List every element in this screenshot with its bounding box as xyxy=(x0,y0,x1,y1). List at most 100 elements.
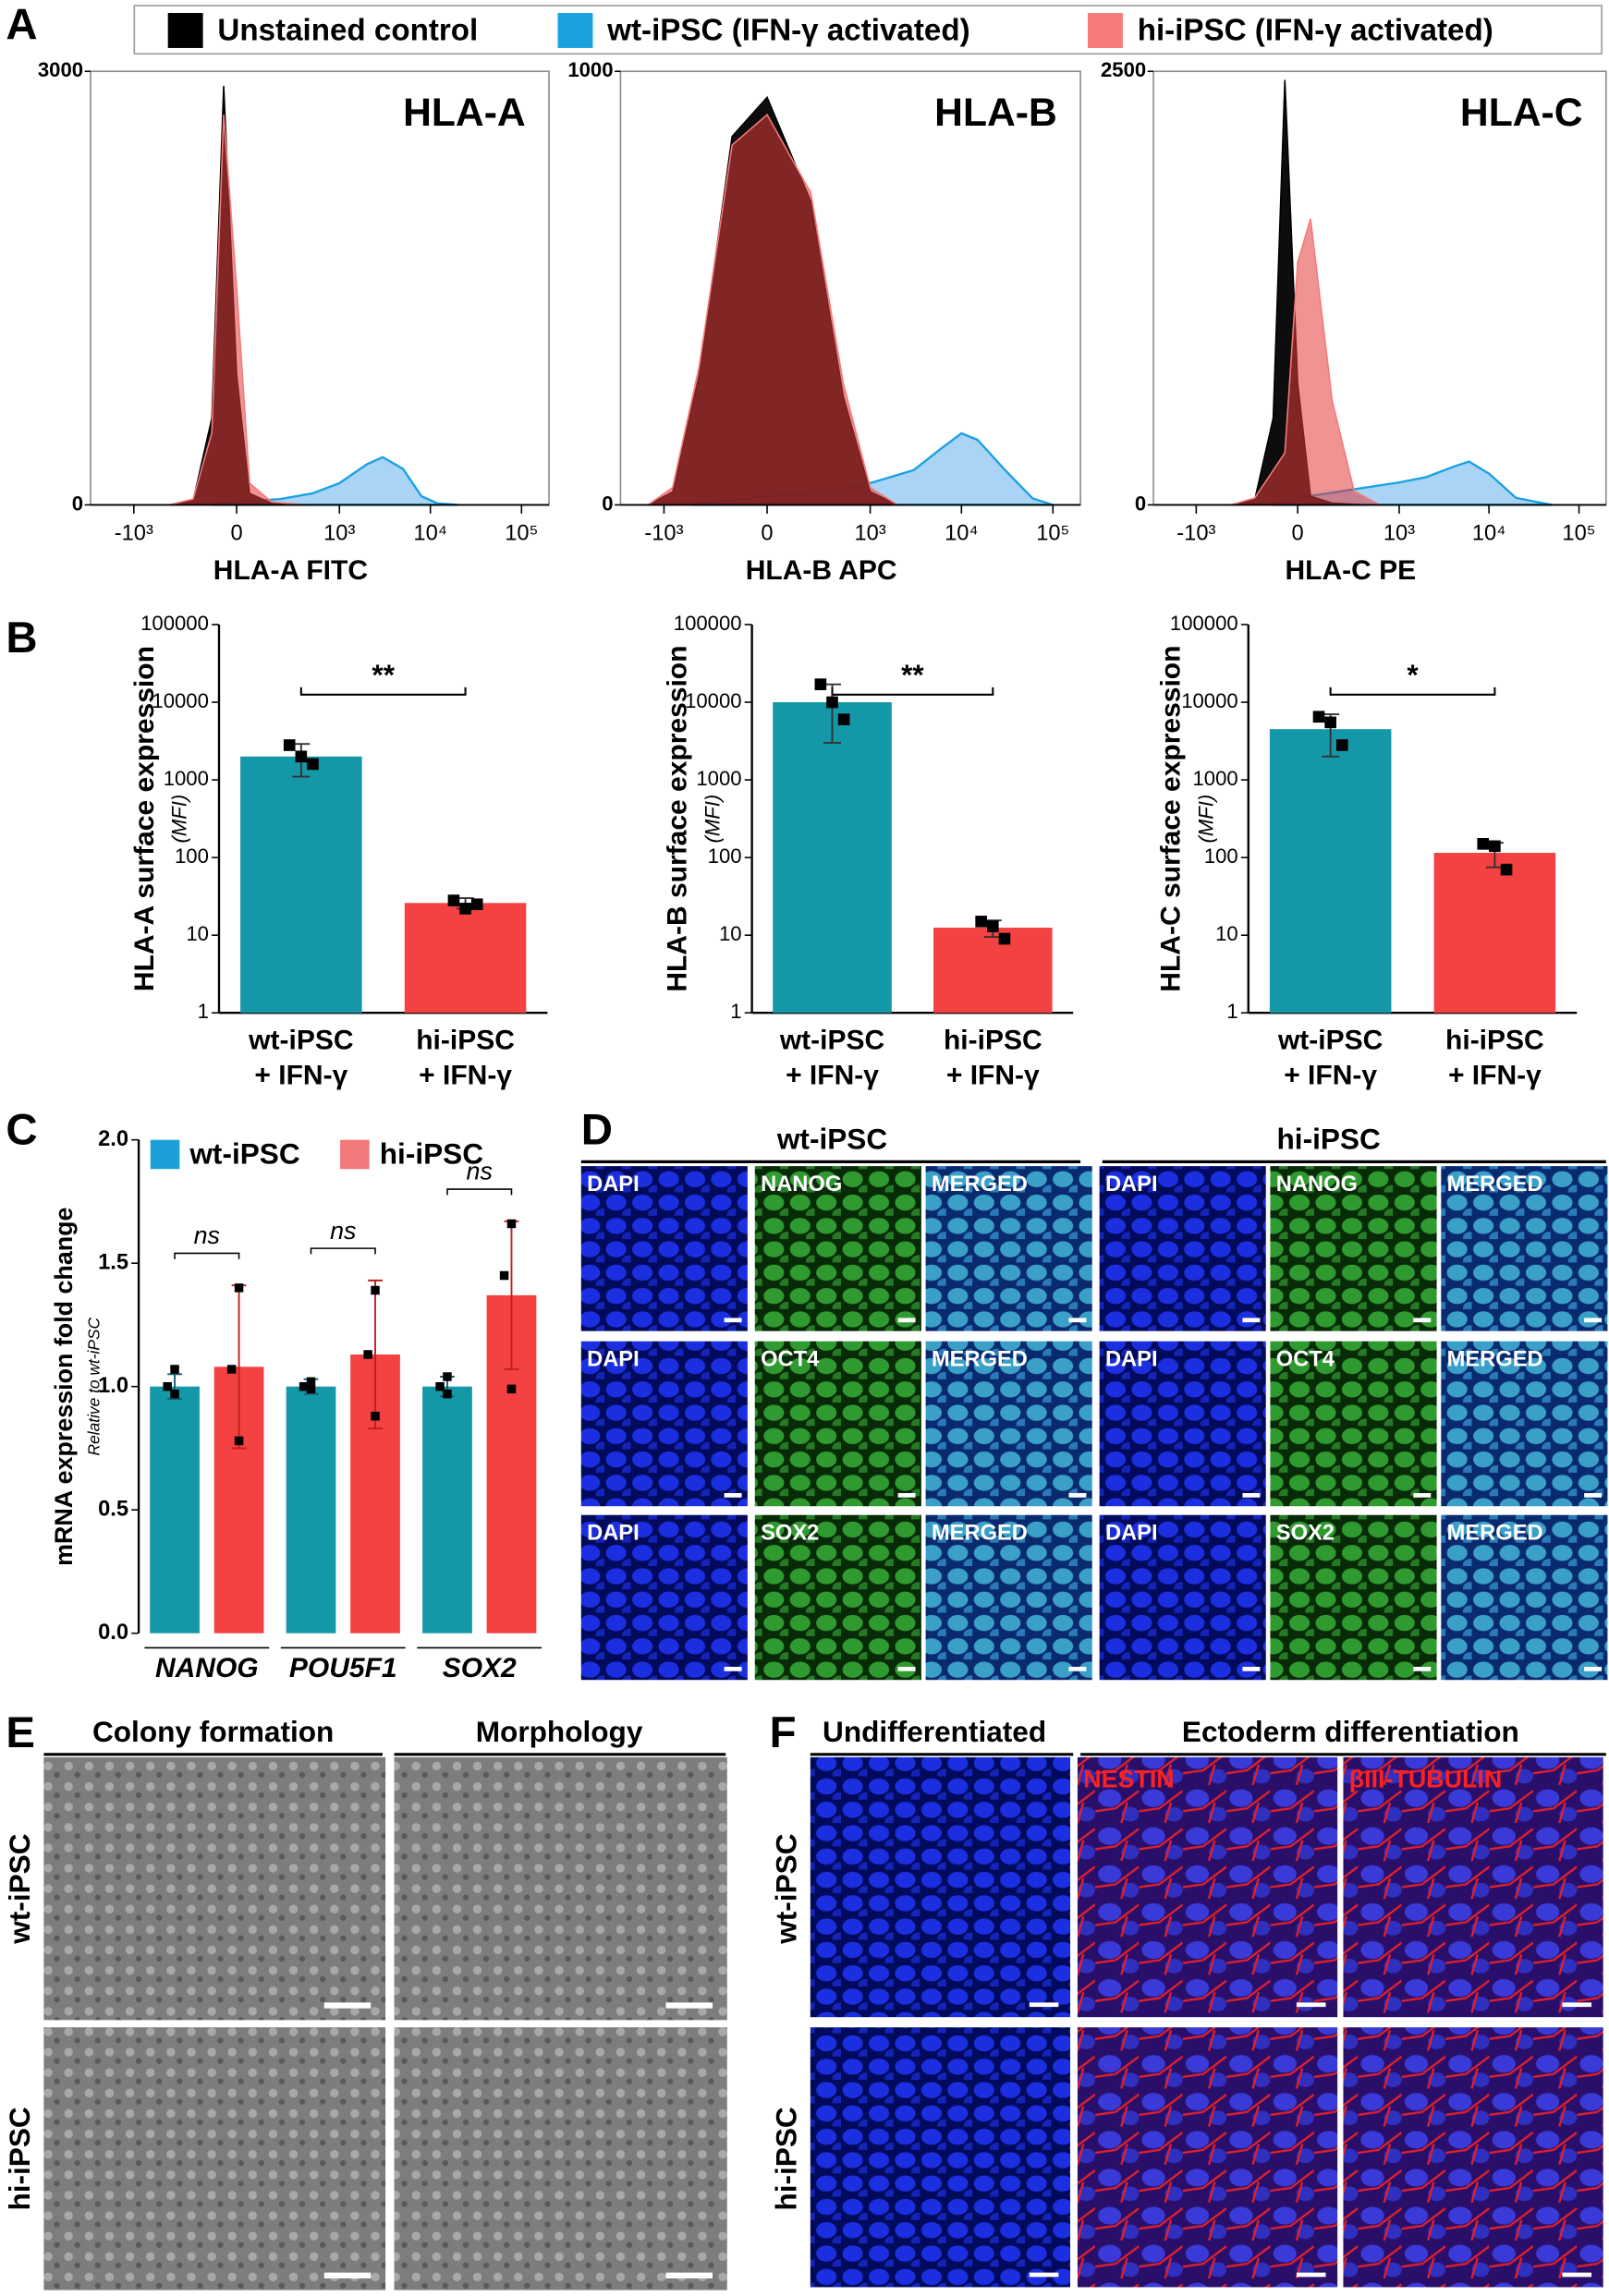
legend-swatch xyxy=(150,1139,180,1170)
legend-frame xyxy=(133,5,1603,55)
scale-bar xyxy=(1413,1318,1432,1323)
histogram-area xyxy=(168,115,305,506)
significance-label: ns xyxy=(194,1221,220,1249)
stain-label: MERGED xyxy=(932,1172,1028,1197)
data-point xyxy=(998,932,1011,945)
scale-bar xyxy=(1242,1667,1261,1671)
data-point xyxy=(170,1365,179,1374)
micrograph xyxy=(394,1756,727,2021)
x-tick-label: + IFN-γ xyxy=(786,1061,879,1091)
scale-bar xyxy=(1584,1493,1603,1498)
scale-bar xyxy=(1242,1493,1261,1498)
stain-label: SOX2 xyxy=(761,1522,819,1546)
bar xyxy=(422,1386,472,1634)
data-point xyxy=(306,1377,316,1387)
data-point xyxy=(1312,711,1325,723)
stain-label: MERGED xyxy=(932,1522,1028,1546)
x-tick-label: wt-iPSC xyxy=(1277,1026,1383,1056)
scale-bar xyxy=(1068,1493,1087,1498)
data-point xyxy=(1489,840,1501,853)
data-point xyxy=(443,1389,452,1399)
scale-bar xyxy=(1242,1318,1261,1323)
panel-label: E xyxy=(6,1708,35,1757)
x-tick-label: hi-iPSC xyxy=(1445,1026,1544,1056)
stain-label: DAPI xyxy=(587,1348,640,1372)
scale-bar xyxy=(1562,2272,1592,2278)
bar xyxy=(404,903,527,1014)
micrograph xyxy=(1270,1514,1437,1681)
micrograph xyxy=(1077,1756,1338,2018)
stain-label: NESTIN xyxy=(1083,1765,1174,1792)
bar xyxy=(240,756,362,1014)
micrograph xyxy=(1441,1514,1608,1681)
data-point xyxy=(1324,716,1336,729)
legend-label: Unstained control xyxy=(217,13,478,47)
data-point xyxy=(826,696,838,709)
plot-frame xyxy=(90,70,550,506)
data-point xyxy=(234,1436,244,1446)
y-axis-label: HLA-C surface expression xyxy=(1156,646,1187,992)
x-tick-label: hi-iPSC xyxy=(944,1026,1042,1056)
data-point xyxy=(371,1411,380,1421)
stain-label: DAPI xyxy=(1105,1172,1158,1197)
data-point xyxy=(226,1365,237,1374)
bar xyxy=(286,1386,336,1634)
y-tick-label: 1000 xyxy=(567,58,613,81)
micrograph xyxy=(43,1756,386,2021)
y-axis-note: (MFI) xyxy=(168,795,191,844)
micrograph xyxy=(1270,1341,1437,1507)
chart-title: HLA-A xyxy=(403,91,526,135)
data-point xyxy=(986,920,999,932)
y-axis-note: (MFI) xyxy=(701,795,724,844)
data-point xyxy=(170,1389,179,1399)
x-tick-label: wt-iPSC xyxy=(248,1026,353,1056)
x-axis-label: HLA-A FITC xyxy=(213,555,368,586)
panel-label: D xyxy=(581,1105,613,1154)
data-point xyxy=(306,1384,316,1394)
x-tick-label: + IFN-γ xyxy=(946,1061,1040,1091)
x-tick-label: 10³ xyxy=(323,521,355,545)
micrograph xyxy=(580,1341,748,1507)
data-point xyxy=(499,1270,509,1281)
significance-bracket xyxy=(310,1247,376,1255)
bar xyxy=(933,928,1053,1014)
micrograph xyxy=(925,1514,1092,1681)
micrograph xyxy=(810,1756,1071,2018)
data-point xyxy=(506,1384,517,1394)
scale-bar xyxy=(1029,2002,1059,2008)
y-tick-label: 1.5 xyxy=(98,1250,128,1274)
y-tick-label: 10 xyxy=(719,922,742,945)
y-tick-label: 10000 xyxy=(685,689,741,712)
scale-bar xyxy=(724,1493,742,1498)
data-point xyxy=(975,916,987,928)
scale-bar xyxy=(724,1318,742,1323)
column-header: Morphology xyxy=(476,1715,643,1748)
y-axis-label: HLA-A surface expression xyxy=(129,646,160,991)
y-tick-label: 10 xyxy=(1215,922,1238,945)
y-tick-label: 100000 xyxy=(1170,612,1238,635)
significance-label: ** xyxy=(372,658,395,691)
stain-label: MERGED xyxy=(1447,1522,1543,1546)
scale-bar xyxy=(1068,1318,1087,1323)
y-tick-label: 2500 xyxy=(1101,58,1146,81)
stain-label: NANOG xyxy=(1276,1172,1358,1197)
x-tick-label: + IFN-γ xyxy=(254,1061,347,1091)
y-tick-label: 0 xyxy=(1135,492,1146,515)
scale-bar xyxy=(323,2002,372,2009)
legend-swatch xyxy=(557,13,593,48)
significance-label: ns xyxy=(330,1217,356,1245)
micrograph xyxy=(43,2027,386,2290)
stain-label: DAPI xyxy=(1105,1348,1158,1372)
y-tick-label: 1000 xyxy=(164,767,209,790)
scale-bar xyxy=(323,2272,372,2278)
y-tick-label: 1 xyxy=(730,1000,741,1023)
significance-label: ns xyxy=(467,1158,493,1185)
micrograph xyxy=(1099,1166,1266,1331)
stain-label: βIII-TUBULIN xyxy=(1349,1765,1503,1792)
row-label: wt-iPSC xyxy=(3,1833,36,1944)
column-header: hi-iPSC xyxy=(1277,1123,1381,1156)
scale-bar xyxy=(1562,2002,1592,2008)
stain-label: NANOG xyxy=(761,1172,842,1197)
histogram-area xyxy=(1230,218,1381,506)
x-tick-label: 10⁴ xyxy=(413,521,447,545)
